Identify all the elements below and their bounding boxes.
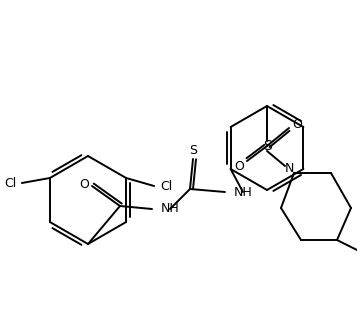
Text: S: S <box>189 144 197 156</box>
Text: O: O <box>292 118 302 130</box>
Text: O: O <box>234 159 244 173</box>
Text: NH: NH <box>234 185 253 198</box>
Text: S: S <box>263 139 271 153</box>
Text: O: O <box>79 177 89 191</box>
Text: N: N <box>284 162 294 175</box>
Text: Cl: Cl <box>160 179 172 193</box>
Text: NH: NH <box>161 203 180 215</box>
Text: Cl: Cl <box>4 176 16 190</box>
